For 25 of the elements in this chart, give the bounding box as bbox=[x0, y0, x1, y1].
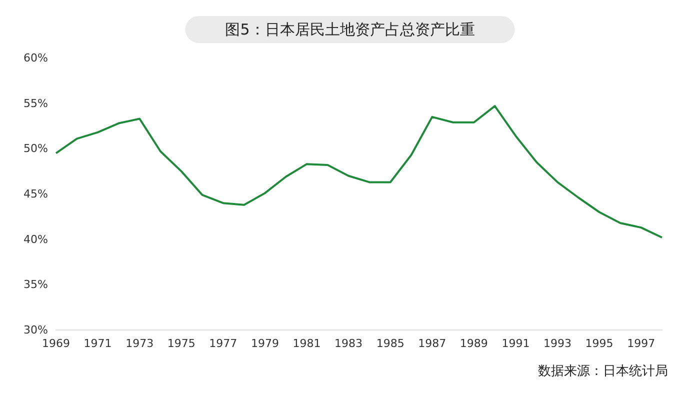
y-tick-label: 35% bbox=[24, 278, 48, 292]
x-tick-label: 1987 bbox=[418, 337, 446, 350]
y-tick-label: 50% bbox=[24, 142, 48, 156]
x-tick-label: 1985 bbox=[376, 337, 404, 350]
x-tick-label: 1995 bbox=[585, 337, 614, 350]
x-tick-label: 1989 bbox=[460, 337, 488, 350]
x-tick-label: 1975 bbox=[167, 337, 196, 350]
y-tick-label: 40% bbox=[24, 232, 48, 246]
source-note: 数据来源：日本统计局 bbox=[538, 364, 668, 379]
y-tick-label: 45% bbox=[24, 188, 48, 200]
x-tick-label: 1977 bbox=[209, 337, 238, 350]
x-tick-label: 1983 bbox=[334, 337, 363, 350]
x-tick-label: 1979 bbox=[250, 337, 279, 350]
x-tick-label: 1971 bbox=[84, 337, 112, 350]
x-tick-label: 1997 bbox=[627, 337, 656, 350]
y-tick-label: 55% bbox=[24, 96, 48, 110]
x-tick-label: 1981 bbox=[292, 337, 321, 350]
x-tick-label: 1969 bbox=[42, 337, 70, 350]
x-tick-label: 1991 bbox=[502, 337, 530, 350]
x-tick-label: 1993 bbox=[544, 337, 572, 350]
x-tick-label: 1973 bbox=[126, 337, 154, 350]
line-series bbox=[55, 105, 663, 239]
y-tick-label: 60% bbox=[24, 52, 48, 64]
chart-title: 图5：日本居民土地资产占总资产比重 bbox=[225, 20, 475, 38]
y-tick-label: 30% bbox=[24, 324, 48, 336]
